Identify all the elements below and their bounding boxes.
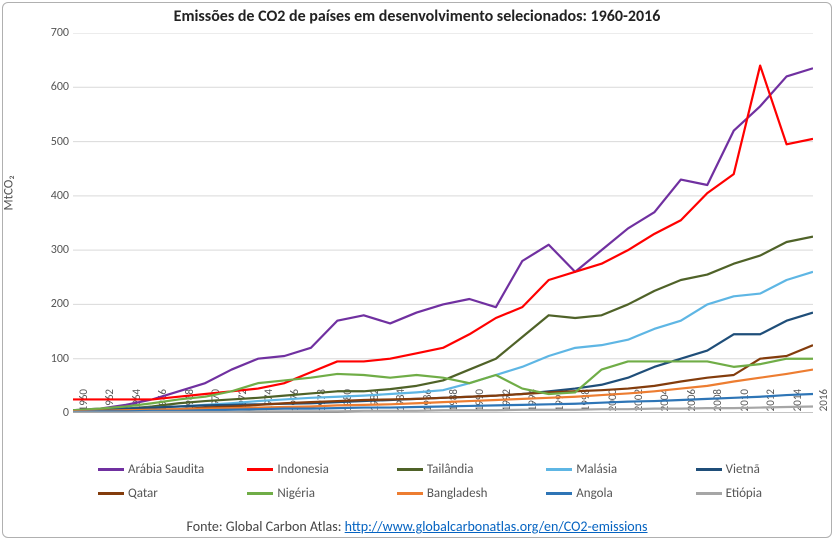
legend-swatch	[397, 492, 423, 495]
legend-swatch	[247, 468, 273, 471]
y-tick-label: 300	[33, 243, 69, 257]
legend-item: Tailândia	[397, 462, 522, 477]
x-tick-label: 2016	[817, 389, 830, 419]
legend-item: Vietnã	[696, 462, 821, 477]
legend-swatch	[98, 492, 124, 495]
legend-label: Malásia	[576, 462, 617, 477]
source-line: Fonte: Global Carbon Atlas: http://www.g…	[3, 518, 831, 535]
legend-item: Qatar	[98, 486, 223, 501]
legend-label: Qatar	[128, 486, 158, 501]
legend-row: Qatar Nigéria Bangladesh Angola Etiópia	[63, 481, 821, 505]
legend-label: Bangladesh	[427, 486, 488, 501]
y-tick-label: 600	[33, 80, 69, 94]
legend-label: Angola	[576, 486, 612, 501]
legend-item: Bangladesh	[397, 486, 522, 501]
y-tick-label: 500	[33, 135, 69, 149]
legend-label: Arábia Saudita	[128, 462, 204, 477]
y-axis-label: MtCO₂	[2, 175, 17, 210]
legend-item: Angola	[546, 486, 671, 501]
legend-swatch	[696, 468, 722, 471]
legend-label: Vietnã	[726, 462, 760, 477]
source-link[interactable]: http://www.globalcarbonatlas.org/en/CO2-…	[345, 518, 648, 535]
legend-item: Malásia	[546, 462, 671, 477]
y-tick-label: 100	[33, 352, 69, 366]
legend-swatch	[98, 468, 124, 471]
legend-item: Nigéria	[247, 486, 372, 501]
legend-item: Indonesia	[247, 462, 372, 477]
legend-label: Nigéria	[277, 486, 315, 501]
legend: Arábia Saudita Indonesia Tailândia Malásia V…	[63, 457, 821, 507]
legend-item: Etiópia	[696, 486, 821, 501]
legend-label: Etiópia	[726, 486, 762, 501]
series-line	[73, 237, 813, 411]
y-tick-label: 0	[33, 406, 69, 420]
series-line	[73, 66, 813, 400]
legend-item: Arábia Saudita	[98, 462, 223, 477]
y-tick-label: 400	[33, 189, 69, 203]
legend-swatch	[546, 492, 572, 495]
legend-swatch	[247, 492, 273, 495]
chart-container: Emissões de CO2 de países em desenvolvim…	[2, 2, 832, 538]
legend-label: Indonesia	[277, 462, 328, 477]
y-tick-label: 200	[33, 297, 69, 311]
plot-area	[73, 33, 813, 413]
source-prefix: Fonte: Global Carbon Atlas:	[186, 518, 344, 535]
y-tick-label: 700	[33, 26, 69, 40]
legend-swatch	[696, 492, 722, 495]
legend-row: Arábia Saudita Indonesia Tailândia Malásia V…	[63, 457, 821, 481]
legend-swatch	[546, 468, 572, 471]
legend-label: Tailândia	[427, 462, 474, 477]
chart-title: Emissões de CO2 de países em desenvolvim…	[3, 7, 831, 26]
legend-swatch	[397, 468, 423, 471]
